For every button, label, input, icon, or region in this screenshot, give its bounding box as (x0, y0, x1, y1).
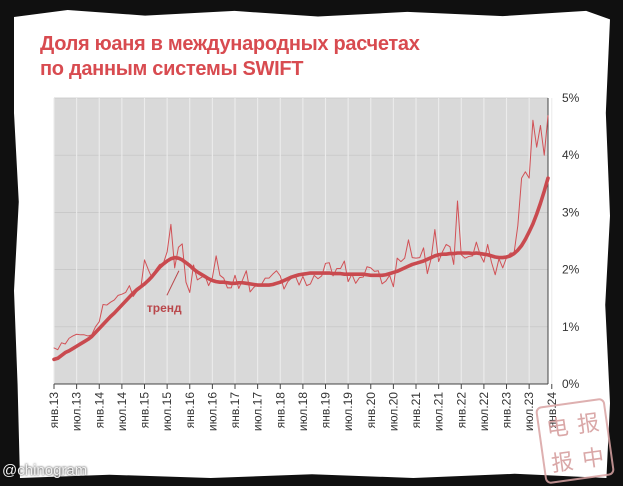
y-tick-label: 1% (562, 320, 580, 334)
x-tick-label: июл.22 (477, 392, 491, 431)
chart-title: Доля юаня в международных расчетах по да… (40, 32, 520, 82)
x-tick-label: янв.24 (545, 392, 559, 429)
x-tick-label: янв.20 (364, 392, 378, 429)
x-tick-label: янв.19 (319, 392, 333, 429)
y-tick-label: 4% (562, 148, 580, 162)
trend-line (52, 176, 550, 362)
trend-annotation-pointer (166, 270, 180, 296)
x-tick-label: июл.21 (432, 392, 446, 431)
x-tick-label: янв.21 (409, 392, 423, 429)
x-tick-label: июл.15 (160, 392, 174, 431)
x-tick-label: июл.20 (386, 392, 400, 431)
x-tick-label: июл.18 (296, 392, 310, 431)
trend-annotation-label: тренд (147, 301, 182, 315)
plot-background (54, 98, 548, 384)
stamp-char: 中 (580, 444, 606, 473)
stamp-char: 报 (575, 410, 601, 438)
x-tick-label: янв.14 (92, 392, 106, 429)
y-tick-label: 2% (562, 263, 580, 277)
stamp-char: 报 (549, 449, 576, 477)
x-tick-label: янв.17 (228, 392, 242, 429)
x-tick-label: янв.15 (138, 392, 152, 429)
chart-title-line-1: Доля юаня в международных расчетах (40, 33, 420, 55)
x-tick-label: июл.19 (341, 392, 355, 431)
x-tick-label: янв.22 (454, 392, 468, 429)
x-tick-label: июл.13 (70, 392, 84, 431)
y-tick-label: 5% (562, 91, 580, 105)
x-tick-label: июл.17 (251, 392, 265, 431)
watermark: @chinogram (2, 462, 88, 479)
x-tick-label: июл.16 (205, 392, 219, 431)
y-tick-label: 3% (562, 205, 580, 219)
seal-stamp: 电 报 报 中 (534, 397, 616, 485)
x-tick-label: янв.16 (183, 392, 197, 429)
x-tick-label: июл.14 (115, 392, 129, 431)
y-tick-label: 0% (562, 377, 580, 391)
x-tick-label: июл.23 (522, 392, 536, 431)
chart-title-line-2: по данным системы SWIFT (40, 58, 304, 80)
x-tick-label: янв.18 (273, 392, 287, 429)
stamp-char: 电 (544, 414, 571, 443)
x-tick-label: янв.23 (500, 392, 514, 429)
x-tick-label: янв.13 (47, 392, 61, 429)
